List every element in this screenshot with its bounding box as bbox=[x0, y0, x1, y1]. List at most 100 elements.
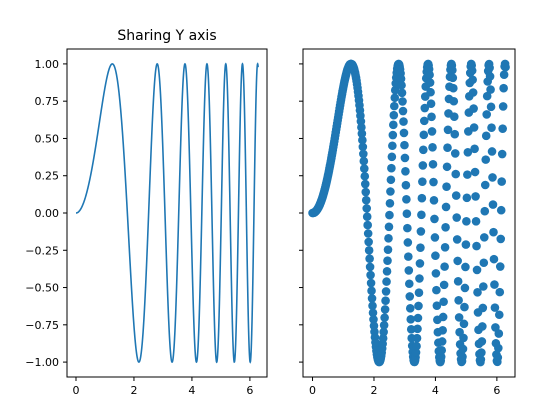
scatter-point bbox=[469, 104, 478, 113]
scatter-point bbox=[405, 292, 415, 301]
y-tick-label: 0.25 bbox=[35, 170, 60, 183]
scatter-point bbox=[400, 153, 410, 163]
scatter-point bbox=[472, 265, 482, 275]
x-tick-label: 0 bbox=[309, 384, 316, 397]
scatter-point bbox=[486, 102, 496, 112]
scatter-point bbox=[402, 209, 412, 218]
scatter-point bbox=[428, 159, 438, 169]
scatter-point bbox=[390, 85, 400, 95]
scatter-point bbox=[387, 163, 396, 173]
scatter-point bbox=[398, 97, 407, 106]
scatter-point bbox=[401, 167, 410, 176]
scatter-point bbox=[470, 144, 479, 154]
scatter-point bbox=[443, 125, 453, 135]
scatter-point bbox=[472, 241, 481, 251]
scatter-point bbox=[402, 195, 411, 204]
scatter-point bbox=[453, 256, 462, 266]
scatter-point bbox=[458, 344, 468, 354]
scatter-point bbox=[413, 313, 423, 323]
scatter-point bbox=[479, 258, 489, 268]
scatter-point bbox=[426, 99, 436, 108]
scatter-point bbox=[451, 169, 461, 179]
scatter-point bbox=[380, 305, 390, 314]
scatter-point bbox=[389, 101, 399, 111]
scatter-point bbox=[400, 140, 409, 150]
scatter-point bbox=[485, 72, 495, 81]
scatter-point bbox=[462, 193, 472, 203]
scatter-point bbox=[419, 130, 429, 140]
scatter-point bbox=[438, 312, 448, 322]
scatter-point bbox=[426, 87, 435, 97]
scatter-point bbox=[469, 123, 479, 132]
scatter-point bbox=[459, 319, 469, 329]
scatter-point bbox=[381, 287, 391, 296]
scatter-point bbox=[438, 326, 447, 335]
scatter-point bbox=[401, 180, 411, 190]
scatter-point bbox=[384, 234, 393, 243]
scatter-point bbox=[358, 135, 367, 145]
scatter-point bbox=[498, 124, 507, 133]
scatter-point bbox=[430, 233, 440, 242]
left-y-axis: 1.00 0.75 0.50 0.25 0.00 −0.25 −0.50 −0.75 −1.00 bbox=[25, 58, 67, 369]
scatter-point bbox=[398, 106, 408, 116]
y-tick-label: −1.00 bbox=[25, 356, 59, 369]
scatter-point bbox=[405, 304, 415, 313]
scatter-point bbox=[415, 259, 425, 268]
y-tick-label: 0.00 bbox=[35, 207, 60, 220]
scatter-point bbox=[359, 156, 369, 166]
scatter-point bbox=[397, 80, 406, 90]
scatter-point bbox=[478, 303, 488, 313]
scatter-point bbox=[497, 177, 507, 186]
scatter-point bbox=[385, 199, 395, 208]
scatter-point bbox=[449, 96, 459, 106]
scatter-point bbox=[357, 129, 367, 138]
scatter-point bbox=[359, 164, 369, 173]
scatter-point bbox=[489, 227, 498, 237]
scatter-point bbox=[481, 155, 491, 164]
scatter-point bbox=[480, 180, 490, 190]
scatter-point bbox=[388, 130, 398, 140]
scatter-point bbox=[365, 262, 375, 272]
scatter-point bbox=[367, 286, 376, 296]
scatter-point bbox=[360, 171, 370, 181]
scatter-point bbox=[404, 279, 414, 289]
x-tick-label: 4 bbox=[188, 384, 195, 397]
scatter-point bbox=[481, 131, 491, 141]
scatter-point bbox=[431, 251, 440, 261]
scatter-point bbox=[428, 143, 437, 152]
scatter-point bbox=[440, 243, 450, 252]
x-tick-label: 0 bbox=[72, 384, 79, 397]
scatter-point bbox=[478, 322, 487, 331]
scatter-point bbox=[429, 196, 439, 205]
scatter-point bbox=[439, 280, 449, 290]
scatter-point bbox=[363, 229, 373, 238]
scatter-point bbox=[450, 129, 460, 139]
scatter-point bbox=[486, 85, 495, 94]
scatter-point bbox=[460, 283, 470, 293]
scatter-point bbox=[359, 149, 368, 159]
scatter-point bbox=[363, 220, 372, 230]
x-tick-label: 2 bbox=[370, 384, 377, 397]
scatter-point bbox=[406, 325, 416, 334]
scatter-point bbox=[458, 352, 467, 362]
scatter-point bbox=[490, 303, 500, 312]
scatter-point bbox=[390, 93, 400, 103]
scatter-point bbox=[361, 195, 371, 205]
scatter-point bbox=[471, 192, 480, 201]
scatter-point bbox=[361, 187, 371, 197]
scatter-point bbox=[463, 148, 473, 157]
scatter-point bbox=[471, 217, 481, 226]
scatter-point bbox=[406, 315, 416, 324]
x-tick-label: 4 bbox=[432, 384, 439, 397]
scatter-point bbox=[432, 285, 441, 295]
scatter-point bbox=[367, 294, 377, 303]
scatter-point bbox=[419, 145, 428, 155]
scatter-point bbox=[451, 191, 461, 200]
scatter-point bbox=[368, 301, 377, 311]
scatter-point bbox=[358, 142, 368, 152]
scatter-point bbox=[416, 243, 425, 252]
scatter-point bbox=[362, 204, 372, 213]
scatter-point bbox=[379, 320, 389, 330]
scatter-point bbox=[437, 346, 447, 355]
scatter-point bbox=[441, 202, 451, 212]
